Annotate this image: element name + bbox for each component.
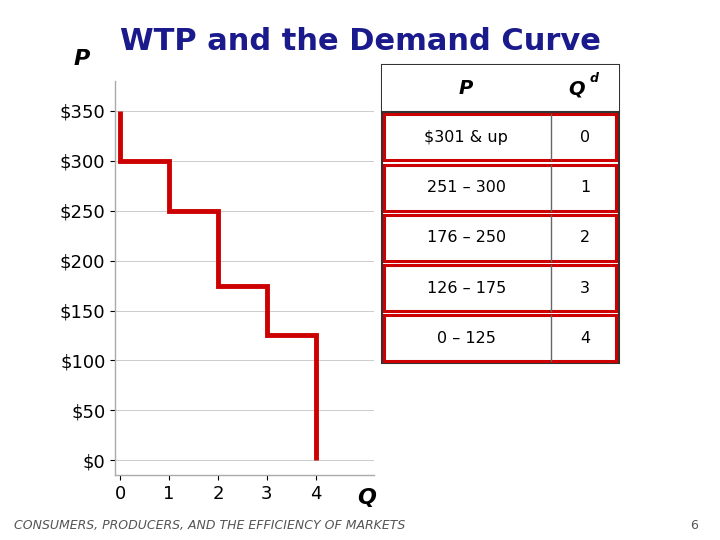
Text: Q: Q	[357, 488, 376, 508]
Text: WTP and the Demand Curve: WTP and the Demand Curve	[120, 27, 600, 56]
Text: $301 & up: $301 & up	[424, 130, 508, 145]
Text: 6: 6	[690, 519, 698, 532]
Text: CONSUMERS, PRODUCERS, AND THE EFFICIENCY OF MARKETS: CONSUMERS, PRODUCERS, AND THE EFFICIENCY…	[14, 519, 405, 532]
Text: 1: 1	[580, 180, 590, 195]
Y-axis label: P: P	[73, 49, 89, 69]
Text: 0: 0	[580, 130, 590, 145]
Text: d: d	[590, 72, 598, 85]
Text: 2: 2	[580, 231, 590, 245]
Text: 126 – 175: 126 – 175	[426, 281, 506, 295]
Text: Q: Q	[569, 79, 585, 98]
Text: 251 – 300: 251 – 300	[427, 180, 505, 195]
Text: 3: 3	[580, 281, 590, 295]
Text: P: P	[459, 79, 473, 98]
Text: 0 – 125: 0 – 125	[437, 331, 495, 346]
Text: 176 – 250: 176 – 250	[427, 231, 505, 245]
Text: 4: 4	[580, 331, 590, 346]
